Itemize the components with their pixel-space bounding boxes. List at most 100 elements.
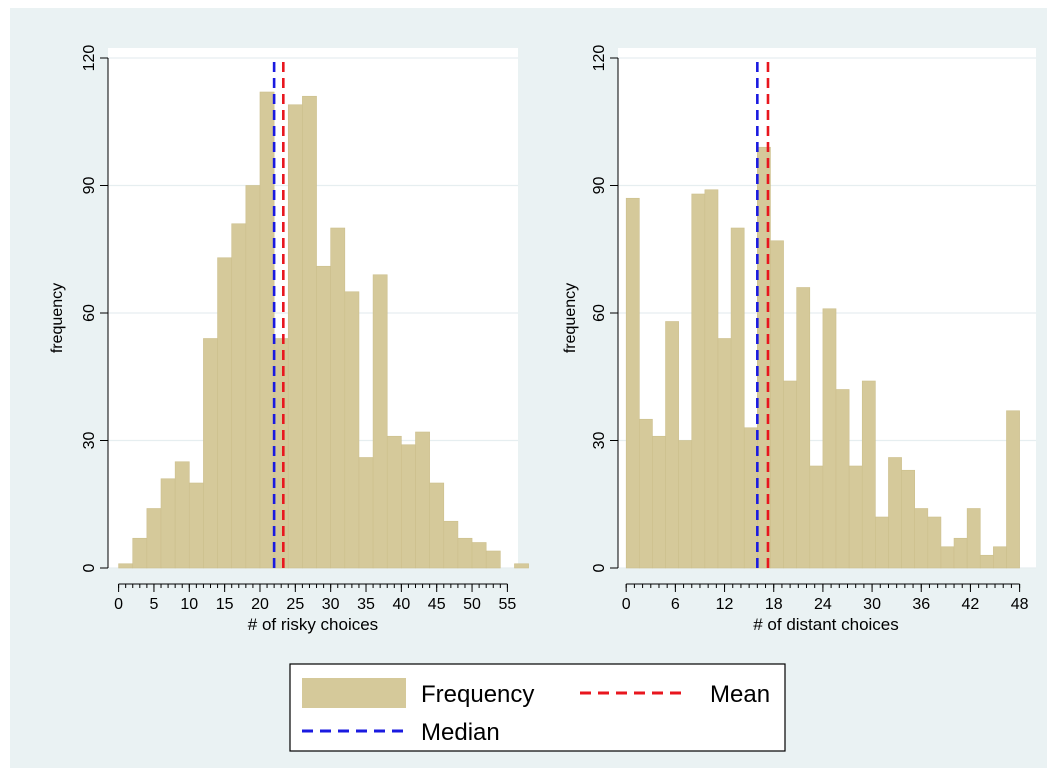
histogram-bar — [901, 469, 915, 569]
histogram-bar — [160, 478, 176, 569]
y-axis-label: frequency — [562, 283, 579, 353]
risky-choices-panel: 0 30 60 90 120 0 5 10 15 20 25 30 35 40 45 50 55 # of ri… — [49, 45, 529, 634]
histogram-bar — [665, 321, 679, 569]
histogram-bar — [678, 440, 693, 569]
x-tick-label: 25 — [286, 596, 304, 613]
x-tick-label: 48 — [1011, 596, 1029, 613]
histogram-bar — [203, 338, 218, 569]
x-tick-label: 30 — [863, 596, 881, 613]
histogram-bar — [174, 461, 190, 569]
legend-median-label: Median — [421, 719, 500, 746]
histogram-bar — [927, 516, 942, 569]
legend: Frequency Mean Median — [289, 663, 786, 752]
histogram-bar — [146, 508, 162, 569]
x-tick-label: 42 — [962, 596, 980, 613]
histogram-bar — [953, 537, 968, 569]
histogram-bar — [514, 563, 529, 569]
histogram-bar — [835, 389, 850, 569]
histogram-bar — [443, 520, 459, 569]
histogram-bar — [639, 418, 653, 569]
x-tick-label: 18 — [765, 596, 783, 613]
y-tick-label: 30 — [81, 432, 98, 450]
histogram-bar — [330, 227, 346, 569]
x-tick-label: 50 — [463, 596, 481, 613]
x-tick-label: 45 — [428, 596, 446, 613]
x-axis-label: # of distant choices — [753, 615, 899, 634]
histogram-bar — [302, 95, 317, 569]
histogram-bar — [287, 104, 303, 569]
histogram-bar — [231, 223, 247, 569]
y-tick-label: 0 — [591, 563, 608, 572]
histogram-bar — [940, 546, 955, 569]
histogram-bar — [652, 435, 666, 569]
x-tick-label: 0 — [622, 596, 631, 613]
histogram-bar — [485, 550, 501, 569]
histogram-bar — [386, 435, 402, 569]
histogram-bar — [358, 457, 374, 569]
histogram-bar — [796, 287, 811, 569]
x-tick-label: 0 — [114, 596, 123, 613]
histogram-bar — [717, 338, 732, 569]
x-tick-label: 12 — [716, 596, 734, 613]
histogram-bar — [471, 542, 487, 569]
histogram-bar — [273, 338, 289, 569]
x-tick-label: 35 — [357, 596, 375, 613]
x-tick-label: 6 — [671, 596, 680, 613]
y-tick-label: 60 — [591, 304, 608, 322]
histogram-bar — [132, 537, 148, 569]
distant-choices-panel: 0 30 60 90 120 0 6 12 18 24 30 36 42 48 # of distant … — [562, 45, 1036, 634]
histogram-bar — [625, 197, 640, 569]
figure-background: 0 30 60 90 120 0 5 10 15 20 25 30 35 40 45 50 55 # of ri… — [10, 8, 1047, 768]
y-axis-label: frequency — [49, 283, 66, 353]
histogram-bar — [415, 431, 430, 569]
histogram-bar — [372, 274, 388, 569]
histogram-bar — [429, 482, 445, 569]
y-tick-label: 120 — [591, 45, 608, 72]
histogram-bar — [770, 240, 784, 569]
histogram-bar — [704, 189, 719, 569]
y-tick-label: 90 — [81, 177, 98, 195]
y-tick-label: 30 — [591, 432, 608, 450]
histogram-bar — [888, 457, 902, 569]
histogram-bar — [809, 465, 824, 569]
histogram-bar — [401, 444, 416, 569]
histogram-bar — [691, 193, 706, 569]
x-tick-label: 55 — [498, 596, 516, 613]
x-tick-label: 20 — [251, 596, 269, 613]
histogram-bar — [188, 482, 204, 569]
histogram-bar — [783, 380, 797, 569]
histogram-bar — [730, 227, 745, 569]
x-tick-label: 5 — [149, 596, 158, 613]
legend-frequency-swatch — [302, 678, 406, 708]
histogram-bar — [743, 427, 758, 569]
x-tick-label: 15 — [216, 596, 234, 613]
histogram-bar — [217, 257, 233, 569]
histogram-bar — [457, 537, 473, 569]
histogram-bar — [966, 508, 981, 569]
legend-frequency-label: Frequency — [421, 681, 534, 708]
x-tick-label: 40 — [392, 596, 410, 613]
histogram-bar — [861, 380, 876, 569]
x-tick-label: 30 — [322, 596, 340, 613]
histogram-bar — [979, 554, 994, 569]
histogram-bar — [822, 308, 837, 569]
histogram-bar — [848, 465, 863, 569]
y-tick-label: 60 — [81, 304, 98, 322]
x-tick-label: 24 — [814, 596, 832, 613]
y-tick-label: 120 — [81, 45, 98, 72]
histogram-bar — [344, 291, 360, 569]
x-tick-label: 10 — [180, 596, 198, 613]
histogram-bar — [245, 185, 261, 569]
histogram-bar — [993, 546, 1007, 569]
histogram-bar — [1006, 410, 1020, 569]
histogram-bar — [316, 265, 331, 569]
histogram-bar — [875, 516, 889, 569]
y-tick-label: 0 — [81, 563, 98, 572]
x-tick-label: 36 — [912, 596, 930, 613]
histogram-bar — [914, 508, 929, 569]
x-axis-label: # of risky choices — [248, 615, 378, 634]
histogram-bar — [259, 91, 275, 569]
legend-mean-label: Mean — [710, 681, 770, 708]
y-tick-label: 90 — [591, 177, 608, 195]
